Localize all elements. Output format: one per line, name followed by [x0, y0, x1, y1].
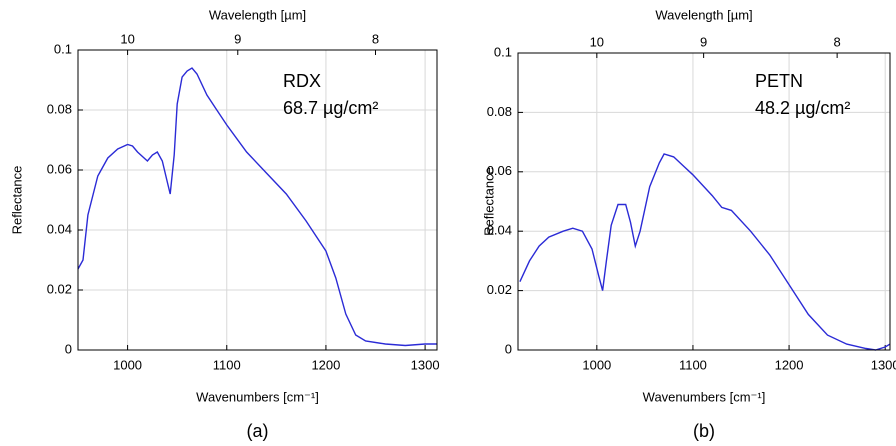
y-tick-label: 0.06	[47, 161, 72, 176]
annotation: 48.2 µg/cm²	[755, 98, 850, 118]
caption: (a)	[247, 421, 269, 441]
x2-tick-label: 9	[234, 31, 241, 46]
x-tick-label: 1200	[775, 357, 804, 372]
plot-frame	[517, 52, 891, 351]
x-axis-label: Wavenumbers [cm⁻¹]	[196, 389, 319, 404]
y-axis-label: Reflectance	[9, 166, 24, 235]
x2-tick-label: 8	[372, 31, 379, 46]
y-tick-label: 0.1	[494, 44, 512, 59]
x2-tick-label: 10	[120, 31, 134, 46]
caption: (b)	[693, 421, 715, 441]
x-tick-label: 1000	[582, 357, 611, 372]
x2-tick-label: 9	[700, 34, 707, 49]
spectrum-line	[77, 67, 437, 347]
annotation: 68.7 µg/cm²	[283, 98, 378, 118]
plot-frame	[77, 49, 438, 351]
x-tick-label: 1100	[213, 357, 241, 372]
y-axis-label: Reflectance	[481, 167, 496, 236]
y-tick-label: 0.04	[487, 223, 512, 238]
x-tick-label: 1300	[411, 357, 440, 372]
y-tick-label: 0.08	[487, 104, 512, 119]
y-tick-label: 0.02	[47, 281, 72, 296]
top-axis-label: Wavelength [µm]	[655, 7, 752, 22]
y-tick-label: 0.1	[54, 41, 72, 56]
y-tick-label: 0.08	[47, 101, 72, 116]
x-tick-label: 1300	[871, 357, 896, 372]
x-tick-label: 1200	[311, 357, 340, 372]
annotation: RDX	[283, 71, 321, 91]
x-axis-label: Wavenumbers [cm⁻¹]	[643, 389, 766, 404]
x-tick-label: 1000	[113, 357, 142, 372]
x2-tick-label: 10	[590, 34, 604, 49]
y-tick-label: 0.06	[487, 163, 512, 178]
x2-tick-label: 8	[834, 34, 841, 49]
y-tick-label: 0	[65, 341, 72, 356]
top-axis-label: Wavelength [µm]	[209, 7, 306, 22]
x-tick-label: 1100	[679, 357, 707, 372]
y-tick-label: 0.04	[47, 221, 72, 236]
y-tick-label: 0	[505, 341, 512, 356]
y-tick-label: 0.02	[487, 282, 512, 297]
spectrum-line	[519, 153, 891, 351]
annotation: PETN	[755, 71, 803, 91]
